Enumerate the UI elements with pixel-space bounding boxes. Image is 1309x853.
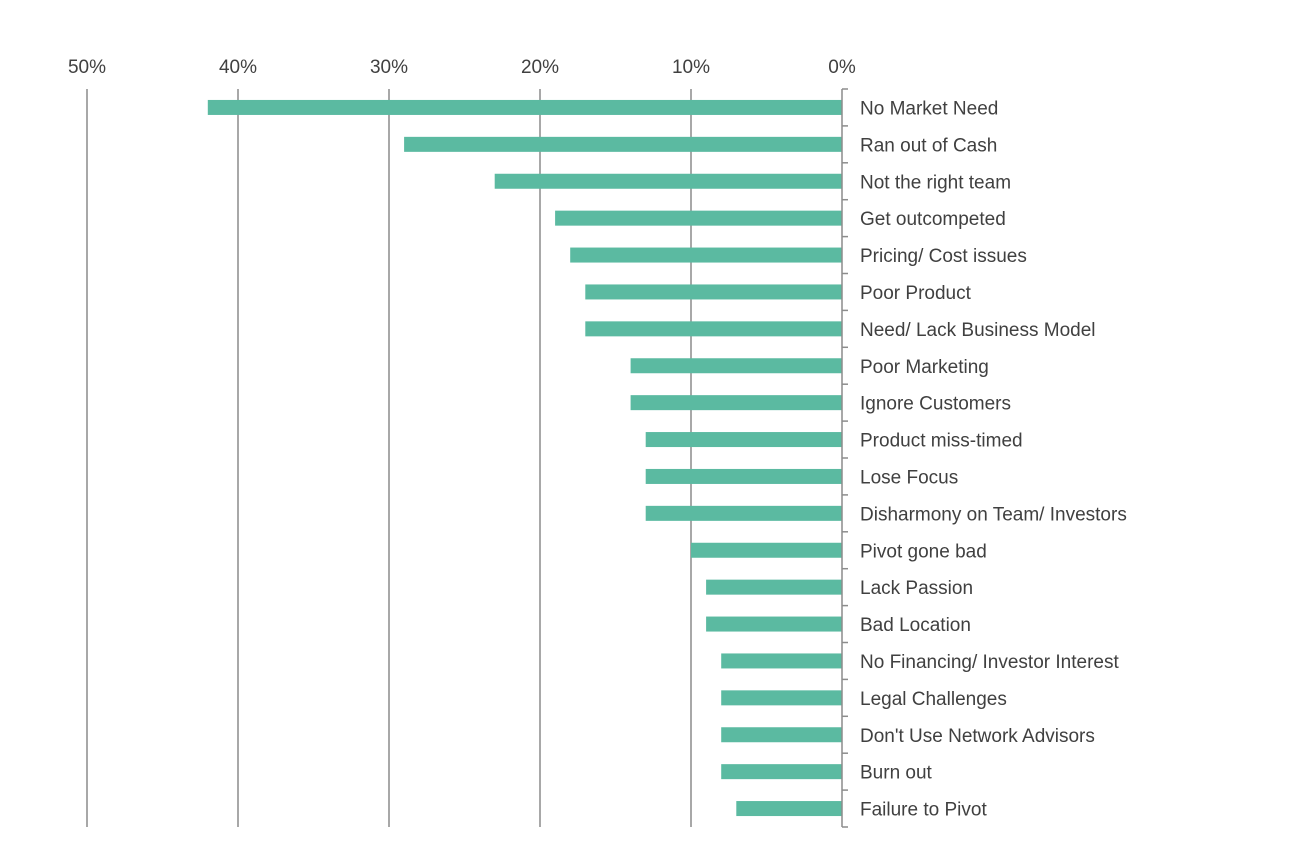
category-label: Burn out [860,763,933,784]
category-axis [841,88,848,828]
x-tick-label: 10% [672,57,710,78]
category-label: Poor Product [860,283,972,304]
bar [494,173,842,189]
bar [706,579,842,595]
bar [585,284,842,300]
x-tick-label: 20% [521,57,559,78]
bar [207,99,843,115]
category-label: Pricing/ Cost issues [860,246,1027,267]
bar [721,690,842,706]
bar [555,210,842,226]
category-label: Disharmony on Team/ Investors [860,504,1127,525]
bar [691,542,842,558]
bars [207,99,843,817]
category-label: Need/ Lack Business Model [860,320,1096,341]
x-tick-labels: 50% 40% 30% 20% 10% 0% [68,57,856,78]
category-label: Product miss-timed [860,431,1023,452]
gridlines [86,89,692,827]
x-tick-label: 40% [219,57,257,78]
category-label: Failure to Pivot [860,800,987,821]
x-tick-label: 0% [828,57,856,78]
category-label: Legal Challenges [860,689,1007,710]
category-label: No Market Need [860,98,998,119]
bar [736,801,842,817]
category-label: No Financing/ Investor Interest [860,652,1119,673]
bar [706,616,842,632]
category-labels: No Market Need Ran out of Cash Not the rig… [860,98,1127,820]
category-label: Pivot gone bad [860,541,987,562]
bar [721,764,842,780]
bar [630,395,842,411]
bar [721,727,842,743]
category-label: Bad Location [860,615,971,636]
category-label: Ran out of Cash [860,135,997,156]
bar [404,136,842,152]
category-label: Lose Focus [860,467,958,488]
bar [645,468,842,484]
bar [721,653,842,669]
x-tick-label: 30% [370,57,408,78]
x-tick-label: 50% [68,57,106,78]
bar [645,505,842,521]
category-label: Poor Marketing [860,357,989,378]
category-label: Not the right team [860,172,1011,193]
bar [645,432,842,448]
bar [570,247,842,263]
category-label: Get outcompeted [860,209,1006,230]
category-label: Ignore Customers [860,394,1011,415]
bar [585,321,842,337]
category-label: Lack Passion [860,578,973,599]
bar [630,358,842,374]
category-label: Don't Use Network Advisors [860,726,1095,747]
